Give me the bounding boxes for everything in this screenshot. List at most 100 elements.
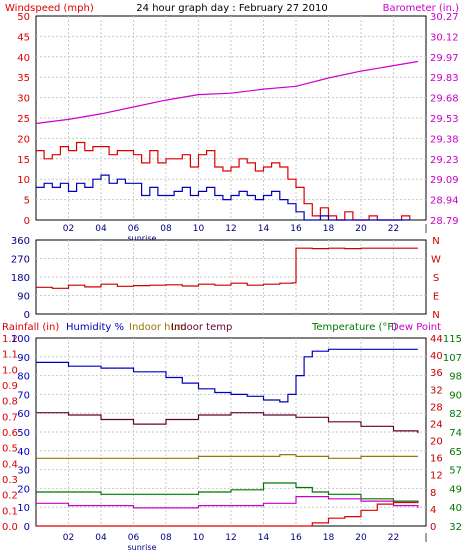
wind-barometer-series xyxy=(35,60,418,221)
barometer-tick-label: 29.53 xyxy=(430,114,459,125)
wind-direction-line xyxy=(36,247,418,289)
celsius-tick-label: 4 xyxy=(430,505,436,516)
temperature-celsius-tick-labels: 0 4 8 12 16 20 24 28 32 36 40 44 xyxy=(430,334,443,533)
barometer-tick-labels: 28.79 28.94 29.09 29.23 29.38 29.53 29.68 29.83… xyxy=(430,12,459,227)
wind-direction-degree-label: 90 xyxy=(17,292,30,303)
indoor-temp-line xyxy=(36,412,419,434)
barometer-tick-label: 30.12 xyxy=(430,32,459,43)
wind-direction-degree-label: 180 xyxy=(11,273,30,284)
windspeed-tick-label: 30 xyxy=(17,94,30,105)
windspeed-tick-label: 5 xyxy=(24,196,30,207)
x-tick-label: 10 xyxy=(193,224,205,234)
x-tick-label: 16 xyxy=(290,224,302,234)
windspeed-tick-label: 20 xyxy=(17,134,30,145)
windspeed-tick-label: 10 xyxy=(17,175,30,186)
celsius-tick-label: 44 xyxy=(430,334,443,345)
x-tick-label: 08 xyxy=(160,533,172,543)
barometer-tick-label: 29.38 xyxy=(430,134,459,145)
x-tick-label: 08 xyxy=(160,224,172,234)
compass-label: E xyxy=(433,292,439,303)
wind-direction-degree-label: 360 xyxy=(11,236,30,247)
celsius-tick-label: 0 xyxy=(430,522,436,533)
x-tick-label: 20 xyxy=(355,224,367,234)
rainfall-tick-label: 0.3 xyxy=(2,475,18,486)
humidity-tick-label: 20 xyxy=(17,484,30,495)
x-tick-label: 22 xyxy=(388,224,399,234)
dew-point-legend: Dew Point xyxy=(391,322,441,333)
x-tick-label: 14 xyxy=(258,224,270,234)
indoor-temp-legend: Indoor temp xyxy=(171,322,232,333)
time-tick-labels-bottom: 02 04 06 08 10 12 14 16 18 20 22 | xyxy=(63,533,428,543)
time-tick-labels-top: 02 04 06 08 10 12 14 16 18 20 22 | xyxy=(63,224,428,234)
humidity-tick-label: 10 xyxy=(17,503,30,514)
compass-label: N xyxy=(432,310,439,321)
fahrenheit-tick-label: 90 xyxy=(449,390,462,401)
humidity-tick-label: 90 xyxy=(17,353,30,364)
x-tick-label: 02 xyxy=(63,224,74,234)
barometer-tick-label: 28.79 xyxy=(430,216,459,227)
humidity-tick-label: 40 xyxy=(17,447,30,458)
celsius-tick-label: 12 xyxy=(430,471,443,482)
humidity-tick-label: 50 xyxy=(17,428,30,439)
humidity-tick-label: 0 xyxy=(24,522,30,533)
wind-barometer-panel: Windspeed (mph) Barometer (in.) 0 5 10 15 20… xyxy=(5,3,459,243)
barometer-tick-label: 29.83 xyxy=(430,73,459,84)
sunrise-label-top: sunrise xyxy=(128,234,157,243)
wind-direction-degree-label: 0 xyxy=(24,310,30,321)
fahrenheit-tick-label: 82 xyxy=(449,409,462,420)
rainfall-tick-label: 1.1 xyxy=(2,350,18,361)
x-tick-label: 04 xyxy=(95,533,107,543)
wind-gust-line xyxy=(36,174,410,221)
barometer-tick-label: 28.94 xyxy=(430,196,459,207)
fahrenheit-tick-label: 32 xyxy=(449,522,462,533)
humidity-tick-label: 100 xyxy=(11,334,30,345)
celsius-tick-label: 8 xyxy=(430,488,436,499)
fahrenheit-tick-label: 65 xyxy=(449,447,462,458)
windspeed-tick-label: 15 xyxy=(17,155,30,166)
celsius-tick-label: 36 xyxy=(430,368,443,379)
fahrenheit-tick-label: 40 xyxy=(449,503,462,514)
windspeed-tick-label: 45 xyxy=(17,32,30,43)
dew-point-line xyxy=(36,496,419,509)
x-tick-label: 02 xyxy=(63,533,74,543)
chart-title: 24 hour graph day : February 27 2010 xyxy=(136,3,327,14)
wind-direction-degree-label: 270 xyxy=(11,255,30,266)
barometer-tick-label: 29.09 xyxy=(430,175,459,186)
x-end-marker: | xyxy=(424,533,427,543)
compass-label: S xyxy=(433,273,439,284)
rainfall-tick-label: 0.7 xyxy=(2,412,18,423)
compass-label: N xyxy=(432,236,439,247)
x-tick-label: 16 xyxy=(290,533,302,543)
x-tick-label: 12 xyxy=(225,224,236,234)
celsius-tick-label: 28 xyxy=(430,402,443,413)
fahrenheit-tick-label: 74 xyxy=(449,428,462,439)
x-tick-label: 06 xyxy=(128,533,140,543)
indoor-hum-line xyxy=(36,454,418,459)
fahrenheit-tick-label: 107 xyxy=(443,353,462,364)
windspeed-axis-label: Windspeed (mph) xyxy=(5,3,94,14)
temperature-humidity-panel: Rainfall (in) Humidity % Indoor hum Indo… xyxy=(2,322,462,552)
windspeed-tick-label: 25 xyxy=(17,114,30,125)
x-tick-label: 12 xyxy=(225,533,236,543)
indoor-hum-legend: Indoor hum xyxy=(129,322,187,333)
humidity-tick-labels: 0 10 20 30 40 50 60 70 80 90 100 xyxy=(11,334,30,533)
sunrise-label-bottom: sunrise xyxy=(128,543,157,552)
rainfall-tick-label: 0.0 xyxy=(2,522,18,533)
temperature-humidity-series xyxy=(36,348,419,527)
barometer-tick-label: 29.23 xyxy=(430,155,459,166)
rainfall-tick-label: 1.0 xyxy=(2,365,18,376)
rainfall-tick-label: 0.5 xyxy=(2,444,18,455)
humidity-axis-label: Humidity % xyxy=(66,322,124,333)
fahrenheit-tick-label: 57 xyxy=(449,466,462,477)
rainfall-tick-label: 1.2 xyxy=(2,334,18,345)
barometer-axis-label: Barometer (in.) xyxy=(383,3,459,14)
windspeed-tick-labels: 0 5 10 15 20 25 30 35 40 45 50 xyxy=(17,12,30,227)
humidity-tick-label: 60 xyxy=(17,409,30,420)
x-tick-label: 06 xyxy=(128,224,140,234)
rainfall-tick-label: 0.1 xyxy=(2,506,18,517)
fahrenheit-tick-label: 98 xyxy=(449,372,462,383)
